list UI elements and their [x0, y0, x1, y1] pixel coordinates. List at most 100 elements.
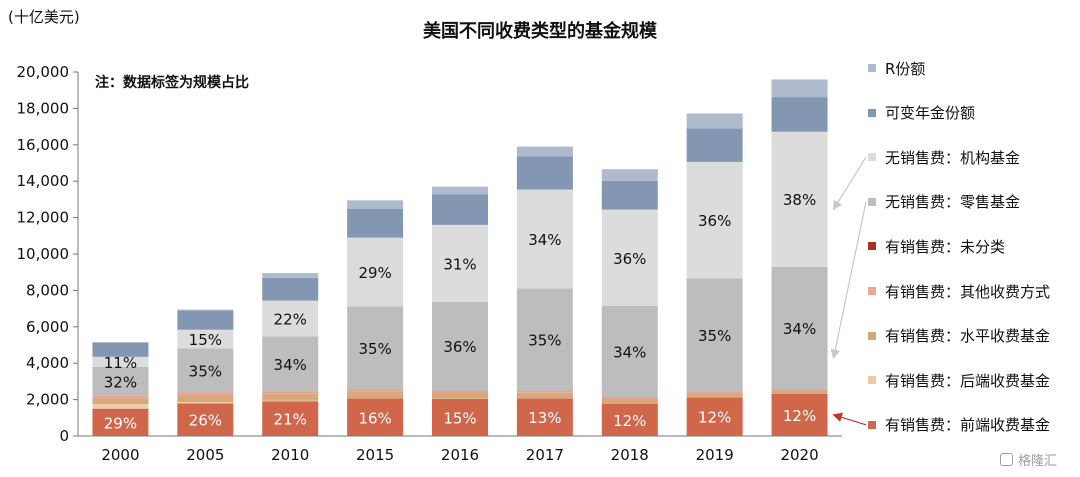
legend-item: 有销售费：前端收费基金: [868, 415, 1050, 435]
bar-segment: [262, 300, 319, 337]
bar-segment: [262, 277, 319, 301]
bar-segment: [347, 237, 404, 307]
y-tick-label: 12,000: [17, 209, 70, 227]
bar-segment: [686, 128, 743, 162]
bar-segment: [771, 131, 828, 267]
bar-segment: [686, 161, 743, 279]
bar-segment: [262, 401, 319, 436]
watermark-text: 格隆汇: [1018, 454, 1058, 469]
legend-connector: [830, 201, 867, 360]
x-tick-label: 2000: [101, 446, 139, 464]
bar-segment: [601, 180, 658, 210]
watermark: 格隆汇: [1000, 450, 1057, 469]
bar-segment: [771, 390, 828, 394]
bar-segment: [601, 306, 658, 397]
bar-segment: [347, 398, 404, 436]
bar-segment: [92, 366, 149, 396]
bar-segment: [347, 391, 404, 399]
y-tick-label: 18,000: [17, 99, 70, 117]
data-label: 21%: [274, 411, 307, 429]
legend-item: 有销售费：后端收费基金: [868, 370, 1050, 390]
bar-segment: [347, 306, 404, 390]
data-label: 36%: [613, 250, 646, 268]
bar-segment: [601, 398, 658, 404]
data-label: 35%: [189, 362, 222, 380]
data-label: 12%: [613, 412, 646, 430]
bar-segment: [92, 398, 149, 405]
bar-segment: [516, 392, 573, 399]
bar-segment: [347, 208, 404, 238]
legend-swatch: [868, 153, 876, 162]
bar-segment: [262, 393, 319, 401]
legend-item: 无销售费：零售基金: [868, 192, 1020, 212]
legend-item: 可变年金份额: [868, 103, 975, 123]
bar-segment: [92, 408, 149, 436]
bar-segment: [262, 400, 319, 402]
data-label: 22%: [274, 311, 307, 329]
y-tick-label: 2,000: [26, 391, 69, 409]
data-label: 29%: [358, 264, 391, 282]
data-label: 34%: [528, 231, 561, 249]
bar-segment: [516, 288, 573, 391]
bar-segment: [601, 169, 658, 181]
legend-item: 有销售费：其他收费方式: [868, 281, 1050, 301]
bar-segment: [516, 189, 573, 289]
legend-label: 有销售费：未分类: [885, 237, 1006, 256]
bar-segment: [516, 398, 573, 436]
bar-segment: [177, 329, 234, 349]
data-label: 31%: [443, 255, 476, 273]
legend-item: R份额: [868, 58, 925, 78]
data-label: 26%: [189, 412, 222, 430]
bar-segment: [92, 404, 149, 409]
data-label: 35%: [358, 340, 391, 358]
bar-segment: [686, 391, 743, 394]
bar-segment: [262, 336, 319, 392]
bar-segment: [686, 393, 743, 398]
bar-segment: [177, 392, 234, 396]
legend-swatch: [868, 242, 876, 251]
legend-item: 有销售费：水平收费基金: [868, 326, 1050, 346]
bar-segment: [347, 389, 404, 392]
data-label: 36%: [698, 212, 731, 230]
legend-swatch: [868, 420, 876, 429]
data-label: 15%: [443, 409, 476, 427]
x-tick-label: 2019: [696, 446, 734, 464]
legend-connector: [832, 156, 867, 211]
bar-segment: [516, 146, 573, 157]
y-tick-label: 16,000: [17, 136, 70, 154]
legend-swatch: [868, 64, 876, 72]
x-tick-label: 2010: [271, 446, 309, 464]
bar-segment: [177, 395, 234, 402]
data-label: 34%: [783, 320, 816, 338]
y-tick-label: 20,000: [17, 63, 70, 81]
data-label: 32%: [104, 373, 137, 391]
legend-swatch: [868, 197, 876, 206]
y-tick-label: 6,000: [26, 318, 69, 336]
legend-label: 无销售费：零售基金: [885, 193, 1021, 212]
x-tick-label: 2018: [611, 446, 649, 464]
bar-segment: [771, 79, 828, 98]
y-axis-unit: (十亿美元): [8, 8, 80, 26]
data-label: 13%: [528, 409, 561, 427]
bar-segment: [432, 398, 488, 436]
data-label: 34%: [274, 356, 307, 374]
data-label: 16%: [358, 409, 391, 427]
y-tick-label: 4,000: [26, 354, 69, 372]
legend-label: 可变年金份额: [885, 104, 976, 123]
y-tick-label: 10,000: [17, 245, 70, 263]
bar-segment: [601, 403, 658, 436]
legend-swatch: [868, 108, 876, 117]
x-tick-label: 2015: [356, 446, 394, 464]
data-label: 12%: [783, 407, 816, 425]
chart-title: 美国不同收费类型的基金规模: [423, 21, 657, 42]
watermark-logo-icon: [1000, 453, 1013, 466]
x-tick-label: 2005: [186, 446, 224, 464]
x-tick-label: 2017: [526, 446, 564, 464]
legend-label: 有销售费：水平收费基金: [885, 327, 1051, 346]
legend-label: 有销售费：其他收费方式: [885, 282, 1051, 301]
chart-note: 注：数据标签为规模占比: [95, 75, 249, 91]
bar-segment: [771, 389, 828, 391]
bar-segment: [177, 348, 234, 393]
bar-segment: [601, 209, 658, 307]
